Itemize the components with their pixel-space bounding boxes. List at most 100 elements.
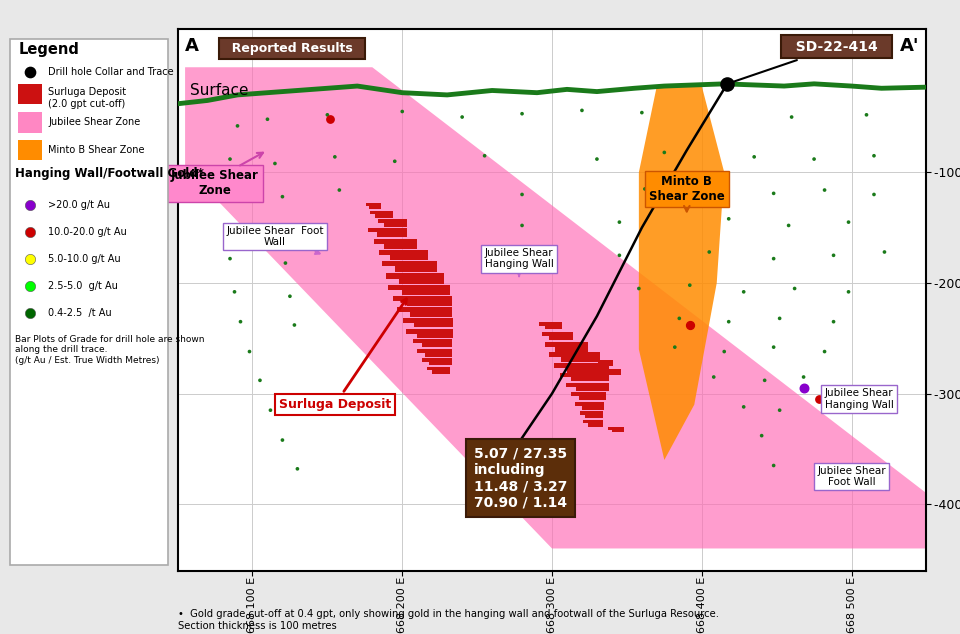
Bar: [579, 392, 606, 400]
Point: [612, 250, 627, 261]
Text: 2.5-5.0  g/t Au: 2.5-5.0 g/t Au: [48, 281, 118, 291]
Point: [22, 308, 37, 318]
Bar: [370, 211, 381, 214]
Bar: [567, 363, 609, 373]
Bar: [18, 84, 42, 105]
Text: Jubilee Shear  Foot
Wall: Jubilee Shear Foot Wall: [227, 226, 324, 254]
Point: [683, 280, 698, 290]
Text: Minto B
Shear Zone: Minto B Shear Zone: [649, 175, 725, 203]
Text: Surface: Surface: [189, 83, 248, 98]
Bar: [584, 420, 592, 424]
Bar: [545, 342, 564, 347]
Bar: [601, 360, 613, 366]
Point: [817, 347, 832, 357]
Point: [477, 151, 492, 161]
Point: [826, 316, 841, 327]
Bar: [18, 112, 42, 133]
Text: Surluga Deposit: Surluga Deposit: [278, 299, 406, 411]
Text: 5.07 / 27.35
including
11.48 / 3.27
70.90 / 1.14: 5.07 / 27.35 including 11.48 / 3.27 70.9…: [474, 447, 567, 509]
Bar: [407, 296, 451, 306]
FancyBboxPatch shape: [10, 39, 168, 565]
Point: [706, 372, 721, 382]
Bar: [598, 360, 605, 363]
Bar: [427, 367, 438, 370]
Bar: [571, 392, 588, 396]
Point: [635, 108, 650, 118]
Bar: [402, 318, 426, 323]
Point: [631, 283, 646, 294]
Text: Legend: Legend: [18, 42, 79, 57]
Bar: [418, 330, 453, 339]
Point: [223, 221, 238, 231]
Bar: [374, 239, 395, 243]
Point: [766, 254, 781, 264]
Bar: [382, 261, 407, 266]
Polygon shape: [638, 86, 724, 460]
Point: [331, 185, 347, 195]
Text: SD-22-414: SD-22-414: [730, 39, 887, 83]
Point: [772, 405, 787, 415]
Point: [720, 79, 735, 89]
Point: [766, 188, 781, 198]
Text: Jubilee Shear Zone: Jubilee Shear Zone: [48, 117, 141, 127]
Bar: [402, 285, 450, 295]
Text: Reported Results: Reported Results: [223, 42, 361, 55]
Bar: [366, 204, 372, 206]
Point: [395, 107, 410, 117]
Point: [876, 247, 892, 257]
Point: [515, 108, 530, 119]
Bar: [413, 339, 431, 343]
Point: [657, 147, 672, 157]
Bar: [375, 211, 394, 217]
Point: [716, 347, 732, 357]
Point: [327, 152, 343, 162]
Point: [287, 320, 302, 330]
Point: [515, 221, 530, 231]
Point: [866, 151, 881, 161]
Bar: [609, 427, 615, 430]
Text: Surluga Deposit
(2.0 gpt cut-off): Surluga Deposit (2.0 gpt cut-off): [48, 87, 127, 108]
Point: [22, 254, 37, 264]
Bar: [377, 219, 391, 223]
Bar: [580, 411, 590, 415]
Bar: [429, 358, 451, 365]
Bar: [370, 204, 381, 209]
Bar: [379, 250, 401, 255]
Bar: [406, 330, 428, 334]
Point: [817, 185, 832, 195]
Point: [766, 460, 781, 470]
Point: [589, 154, 605, 164]
Point: [387, 156, 402, 166]
Point: [275, 435, 290, 445]
Bar: [561, 373, 583, 377]
Text: Jubilee Shear
Hanging Wall: Jubilee Shear Hanging Wall: [825, 389, 894, 410]
Point: [667, 342, 683, 353]
Point: [736, 287, 752, 297]
Text: Bar Plots of Grade for drill hole are shown
along the drill trace.
(g/t Au / Est: Bar Plots of Grade for drill hole are sh…: [14, 335, 204, 365]
Point: [454, 112, 469, 122]
Bar: [575, 403, 588, 406]
Bar: [414, 318, 453, 327]
Polygon shape: [185, 67, 926, 548]
Point: [260, 114, 276, 124]
Bar: [388, 285, 417, 290]
Point: [515, 190, 530, 200]
Point: [772, 313, 787, 323]
Text: 0.4-2.5  /t Au: 0.4-2.5 /t Au: [48, 308, 112, 318]
Text: 10.0-20.0 g/t Au: 10.0-20.0 g/t Au: [48, 227, 128, 237]
Bar: [399, 273, 444, 284]
Point: [22, 200, 37, 210]
Point: [229, 121, 245, 131]
Bar: [421, 339, 451, 347]
Point: [702, 247, 717, 257]
Bar: [606, 369, 621, 375]
Point: [22, 67, 37, 77]
Point: [252, 375, 268, 385]
Text: Jubilee Shear
Hanging Wall: Jubilee Shear Hanging Wall: [485, 248, 554, 276]
Bar: [376, 228, 407, 236]
Bar: [391, 250, 428, 260]
Point: [811, 394, 827, 404]
Point: [683, 320, 698, 330]
Text: Minto B Shear Zone: Minto B Shear Zone: [48, 145, 145, 155]
Point: [736, 402, 752, 412]
